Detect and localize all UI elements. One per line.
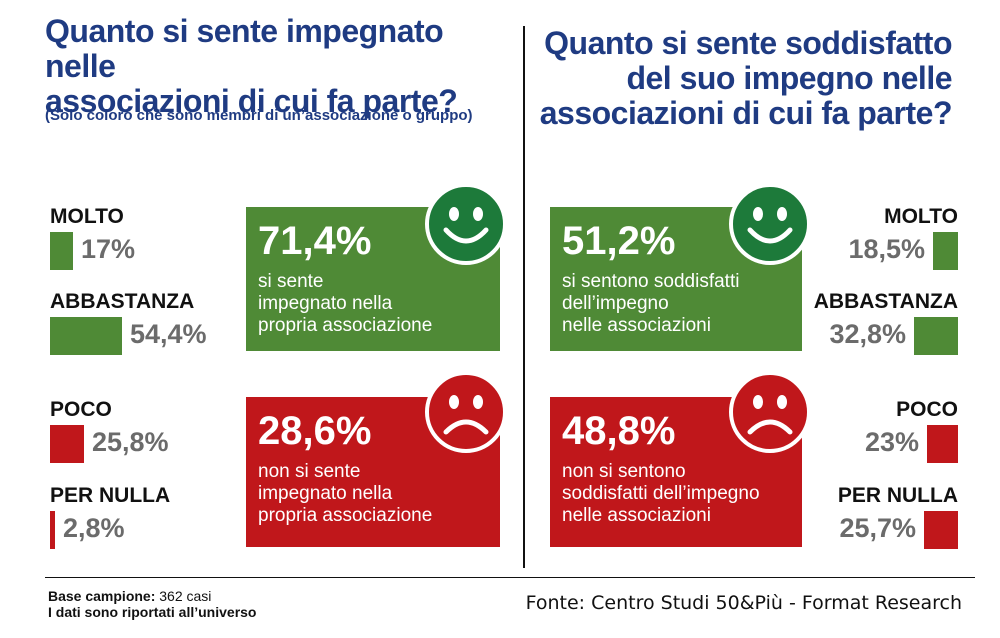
footer-source: Fonte: Centro Studi 50&Più - Format Rese… xyxy=(525,592,962,614)
left-title: Quanto si sente impegnato nelle associaz… xyxy=(45,14,515,119)
bar xyxy=(914,317,958,355)
sad-face-icon xyxy=(425,371,507,453)
right-negative-line1: non si sentono xyxy=(562,461,686,482)
base-value: 362 casi xyxy=(159,588,212,604)
right-positive-percent: 51,2% xyxy=(562,219,676,263)
right-negative-line2: soddisfatti dell’impegno xyxy=(562,483,760,504)
bar xyxy=(50,425,84,463)
left-negative-line3: propria associazione xyxy=(258,505,433,526)
smiley-face-icon xyxy=(425,183,507,265)
sad-face-icon xyxy=(729,371,811,453)
value-label: 32,8% xyxy=(829,319,906,349)
category-label: ABBASTANZA xyxy=(50,290,195,313)
right-positive-line3: nelle associazioni xyxy=(562,315,711,336)
category-label: MOLTO xyxy=(884,205,958,228)
bar xyxy=(50,317,122,355)
footer-note: I dati sono riportati all’universo xyxy=(48,604,257,620)
category-label: ABBASTANZA xyxy=(813,290,958,313)
left-title-line1: Quanto si sente impegnato nelle xyxy=(45,13,444,84)
value-label: 23% xyxy=(864,427,919,457)
value-label: 54,4% xyxy=(130,319,207,349)
left-positive-line2: impegnato nella xyxy=(258,293,393,314)
bar xyxy=(50,511,55,549)
left-positive-line3: propria associazione xyxy=(258,315,433,336)
bar xyxy=(933,232,958,270)
left-subtitle: (Solo coloro che sono membri di un’assoc… xyxy=(45,107,473,124)
left-title-line2: associazioni di cui fa parte? xyxy=(45,83,458,119)
horizontal-divider xyxy=(45,577,975,578)
category-label: POCO xyxy=(896,398,958,421)
bar xyxy=(50,232,73,270)
value-label: 18,5% xyxy=(848,234,925,264)
value-label: 17% xyxy=(81,234,136,264)
left-negative-line2: impegnato nella xyxy=(258,483,393,504)
category-label: POCO xyxy=(50,398,112,421)
value-label: 2,8% xyxy=(63,513,125,543)
right-title-line3: associazioni di cui fa parte? xyxy=(539,95,953,131)
category-label: PER NULLA xyxy=(50,484,171,507)
right-positive-line2: dell’impegno xyxy=(562,293,669,314)
bar xyxy=(927,425,958,463)
category-label: MOLTO xyxy=(50,205,124,228)
right-title: Quanto si sente soddisfatto del suo impe… xyxy=(522,25,953,131)
right-title-line1: Quanto si sente soddisfatto xyxy=(544,25,952,61)
left-positive-line1: si sente xyxy=(258,271,324,292)
right-title-line2: del suo impegno nelle xyxy=(626,60,952,96)
left-negative-line1: non si sente xyxy=(258,461,361,482)
footer-left: Base campione: 362 casi I dati sono ripo… xyxy=(48,588,256,620)
right-negative-line3: nelle associazioni xyxy=(562,505,711,526)
bar xyxy=(924,511,958,549)
right-negative-percent: 48,8% xyxy=(562,409,676,453)
base-label: Base campione: xyxy=(48,588,156,604)
value-label: 25,8% xyxy=(92,427,169,457)
smiley-face-icon xyxy=(729,183,811,265)
value-label: 25,7% xyxy=(839,513,916,543)
left-negative-percent: 28,6% xyxy=(258,409,372,453)
left-positive-percent: 71,4% xyxy=(258,219,372,263)
vertical-divider xyxy=(523,26,525,568)
right-positive-line1: si sentono soddisfatti xyxy=(562,271,740,292)
right-negative-box: 48,8% non si sentono soddisfatti dell’im… xyxy=(550,397,802,547)
category-label: PER NULLA xyxy=(837,484,958,507)
